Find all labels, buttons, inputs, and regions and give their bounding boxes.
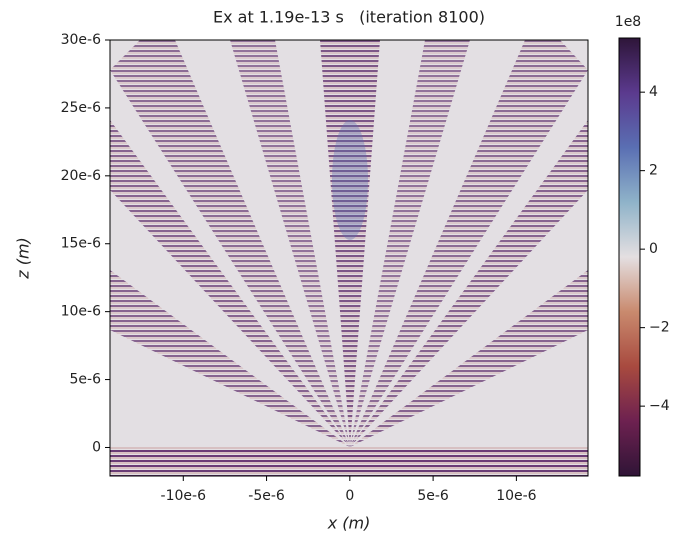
y-tick-label: 20e-6 — [61, 168, 101, 184]
x-tick-label: 5e-6 — [417, 488, 449, 504]
y-tick-label: 0 — [92, 439, 101, 455]
colorbar — [618, 37, 641, 477]
colorbar-tick-label: 2 — [649, 163, 658, 179]
colorbar-offset: 1e8 — [615, 14, 641, 30]
x-axis-label: x (m) — [327, 514, 371, 533]
y-tick-label: 30e-6 — [61, 32, 101, 48]
colorbar-tick-label: −2 — [649, 320, 670, 336]
colorbar-tick-label: 0 — [649, 241, 658, 257]
plot-frame — [109, 39, 589, 477]
x-tick-label: 0 — [345, 488, 354, 504]
colorbar-tick-label: −4 — [649, 398, 670, 414]
y-tick-label: 25e-6 — [61, 100, 101, 116]
x-tick-label: -5e-6 — [248, 488, 285, 504]
y-tick-label: 5e-6 — [70, 372, 102, 388]
field-image — [110, 40, 588, 476]
y-tick-label: 15e-6 — [61, 236, 101, 252]
colorbar-tick-label: 4 — [649, 84, 658, 100]
chart-title: Ex at 1.19e-13 s (iteration 8100) — [213, 8, 485, 27]
y-tick-label: 10e-6 — [61, 304, 101, 320]
x-tick-label: 10e-6 — [496, 488, 536, 504]
y-axis-label: z (m) — [14, 237, 33, 280]
x-tick-label: -10e-6 — [161, 488, 207, 504]
